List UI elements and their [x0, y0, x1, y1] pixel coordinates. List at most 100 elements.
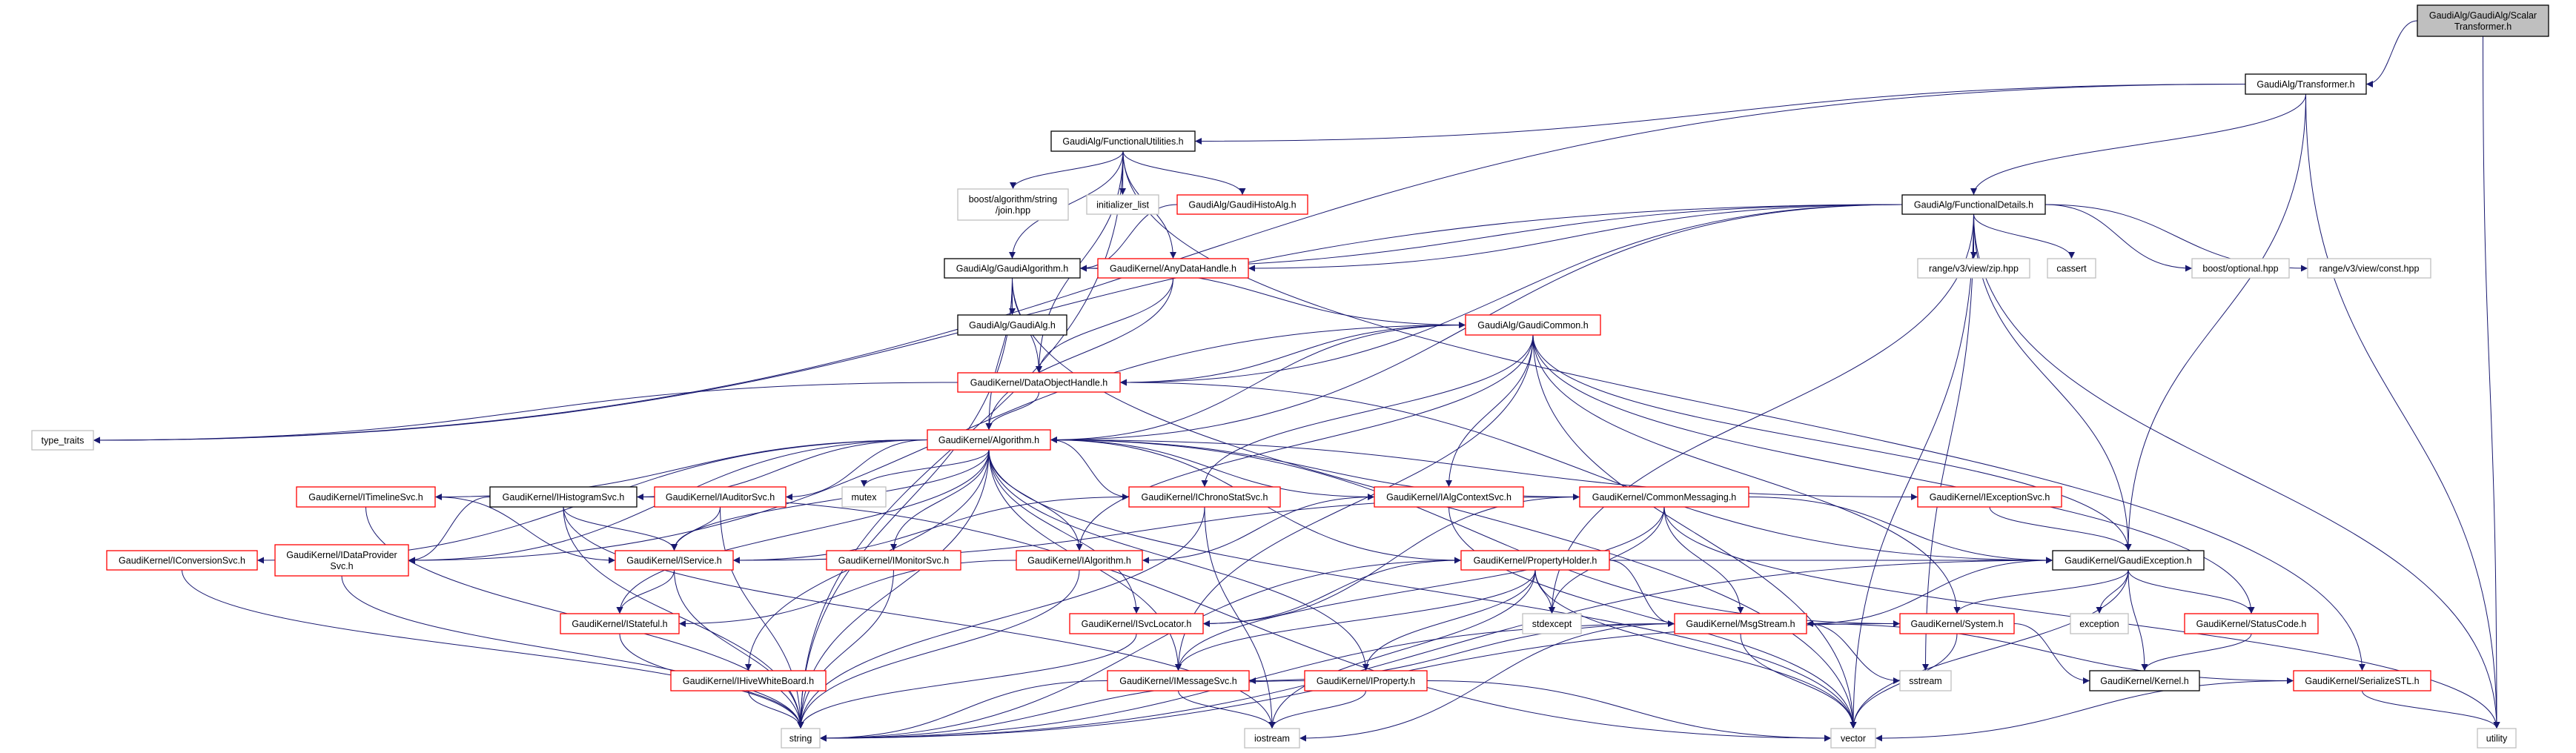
edge-arrow — [797, 569, 894, 729]
node-iproperty[interactable]: GaudiKernel/IProperty.h — [1304, 670, 1428, 691]
edge-gaudiexception-to-statuscode — [2128, 569, 2255, 614]
node-histosvc[interactable]: GaudiKernel/IHistogramSvc.h — [489, 486, 638, 508]
edge-algorithm-to-chronostat — [1050, 439, 1130, 500]
edge-arrow — [1446, 334, 1534, 488]
node-box — [1899, 613, 2015, 634]
node-transformer[interactable]: GaudiAlg/Transformer.h — [2245, 73, 2367, 95]
node-chronostat[interactable]: GaudiKernel/IChronoStatSvc.h — [1128, 486, 1281, 508]
node-label: GaudiKernel/IDataProvider — [286, 550, 397, 560]
node-box — [2052, 550, 2205, 571]
node-timeline[interactable]: GaudiKernel/ITimelineSvc.h — [296, 486, 436, 508]
node-messagesvc[interactable]: GaudiKernel/IMessageSvc.h — [1107, 670, 1250, 691]
node-anydatahandle[interactable]: GaudiKernel/AnyDataHandle.h — [1097, 258, 1249, 279]
edge-gaudiexception-to-string — [819, 560, 2053, 742]
node-box — [1128, 486, 1281, 508]
node-label: GaudiKernel/SerializeSTL.h — [2305, 676, 2419, 686]
node-label: GaudiKernel/StatusCode.h — [2196, 619, 2307, 629]
node-funcdetails[interactable]: GaudiAlg/FunctionalDetails.h — [1901, 194, 2046, 215]
node-gaudiexception[interactable]: GaudiKernel/GaudiException.h — [2052, 550, 2205, 571]
edge-anydatahandle-to-dataobjhandle — [1036, 277, 1173, 374]
node-zip: range/v3/view/zip.hpp — [1917, 258, 2030, 279]
edge-arrow — [1534, 569, 1555, 614]
node-box — [2089, 670, 2200, 691]
edge-gaudicommon-to-dataobjhandle — [1119, 325, 1466, 386]
edge-arrow — [1989, 506, 2132, 551]
node-propholder[interactable]: GaudiKernel/PropertyHolder.h — [1460, 550, 1610, 571]
node-box — [1579, 486, 1749, 508]
node-box — [1465, 314, 1601, 336]
edge-gaudicommon-to-vector — [1532, 334, 1857, 729]
node-gaudialg[interactable]: GaudiAlg/GaudiAlg.h — [957, 314, 1067, 336]
node-exceptionsvc[interactable]: GaudiKernel/IExceptionSvc.h — [1917, 486, 2062, 508]
node-box — [1674, 613, 1807, 634]
edge-arrow — [1201, 334, 1534, 488]
edge-gaudicommon-to-ialgorithm — [1076, 334, 1534, 551]
node-box — [826, 550, 961, 571]
node-gaudialgorithm[interactable]: GaudiAlg/GaudiAlgorithm.h — [944, 258, 1081, 279]
node-dataobjhandle[interactable]: GaudiKernel/DataObjectHandle.h — [957, 372, 1121, 393]
node-auditorsvc[interactable]: GaudiKernel/IAuditorSvc.h — [654, 486, 787, 508]
node-box — [1050, 130, 1196, 152]
edge-gaudicommon-to-messagesvc — [1175, 334, 1534, 671]
edge-histoalg-to-gaudialgorithm — [1079, 204, 1178, 272]
edge-propholder-to-stdexcept — [1534, 569, 1555, 614]
node-istateful[interactable]: GaudiKernel/IStateful.h — [560, 613, 680, 634]
edge-arrow — [985, 277, 1013, 431]
node-box — [2477, 728, 2517, 749]
node-histoalg[interactable]: GaudiAlg/GaudiHistoAlg.h — [1176, 194, 1308, 215]
edge-arrow — [1953, 569, 2129, 614]
edge-arrow — [1122, 150, 2365, 671]
edge-dataobjhandle-to-gaudiexception — [1119, 382, 2053, 564]
edge-arrow — [1122, 150, 1246, 196]
edge-gaudicommon-to-statuscode — [1532, 334, 2255, 614]
edge-arrow — [785, 439, 928, 500]
node-iservice[interactable]: GaudiKernel/IService.h — [615, 550, 734, 571]
node-svclocator[interactable]: GaudiKernel/ISvcLocator.h — [1069, 613, 1204, 634]
node-box — [927, 429, 1051, 451]
edge-algorithm-to-mutex — [861, 449, 990, 488]
edge-arrow — [1299, 623, 1675, 742]
node-label: GaudiAlg/FunctionalUtilities.h — [1062, 136, 1183, 147]
node-label: GaudiAlg/GaudiHistoAlg.h — [1188, 200, 1296, 210]
node-commonmsg[interactable]: GaudiKernel/CommonMessaging.h — [1579, 486, 1749, 508]
node-box — [1460, 550, 1610, 571]
edge-arrow — [988, 449, 1140, 614]
node-box — [957, 372, 1121, 393]
node-exception: exception — [2070, 613, 2129, 634]
edge-arrow — [1532, 334, 1857, 729]
edge-arrow — [1973, 213, 2500, 729]
node-box — [1917, 258, 2030, 279]
node-box — [1069, 613, 1204, 634]
node-label: GaudiKernel/Kernel.h — [2100, 676, 2189, 686]
node-typetraits: type_traits — [31, 430, 94, 451]
node-algcontext[interactable]: GaudiKernel/IAlgContextSvc.h — [1374, 486, 1524, 508]
node-label: stdexcept — [1532, 619, 1572, 629]
node-funcutil[interactable]: GaudiAlg/FunctionalUtilities.h — [1050, 130, 1196, 152]
node-conversionsvc[interactable]: GaudiKernel/IConversionSvc.h — [106, 550, 258, 571]
node-system[interactable]: GaudiKernel/System.h — [1899, 613, 2015, 634]
node-label: boost/optional.hpp — [2202, 264, 2278, 274]
edge-arrow — [2125, 93, 2306, 551]
edge-messagesvc-to-iostream — [1178, 690, 1276, 729]
node-serializestl[interactable]: GaudiKernel/SerializeSTL.h — [2293, 670, 2431, 691]
edge-auditorsvc-to-iservice — [671, 506, 721, 551]
node-box — [2047, 258, 2096, 279]
node-box — [489, 486, 638, 508]
node-hivewb[interactable]: GaudiKernel/IHiveWhiteBoard.h — [670, 670, 827, 691]
node-label: GaudiKernel/CommonMessaging.h — [1592, 492, 1737, 502]
edge-arrow — [1079, 204, 1178, 272]
node-mutex: mutex — [841, 486, 887, 508]
edge-algcontext-to-vector — [1448, 506, 1857, 729]
node-algorithm[interactable]: GaudiKernel/Algorithm.h — [927, 429, 1051, 451]
edge-arrow — [1426, 680, 1832, 742]
node-gaudicommon[interactable]: GaudiAlg/GaudiCommon.h — [1465, 314, 1601, 336]
node-monitorsvc[interactable]: GaudiKernel/IMonitorSvc.h — [826, 550, 961, 571]
node-statuscode[interactable]: GaudiKernel/StatusCode.h — [2184, 613, 2319, 634]
node-kernel[interactable]: GaudiKernel/Kernel.h — [2089, 670, 2200, 691]
edge-histosvc-to-vector — [636, 497, 1832, 742]
node-msgstream[interactable]: GaudiKernel/MsgStream.h — [1674, 613, 1807, 634]
node-ialgorithm[interactable]: GaudiKernel/IAlgorithm.h — [1016, 550, 1143, 571]
node-label: vector — [1841, 734, 1866, 744]
